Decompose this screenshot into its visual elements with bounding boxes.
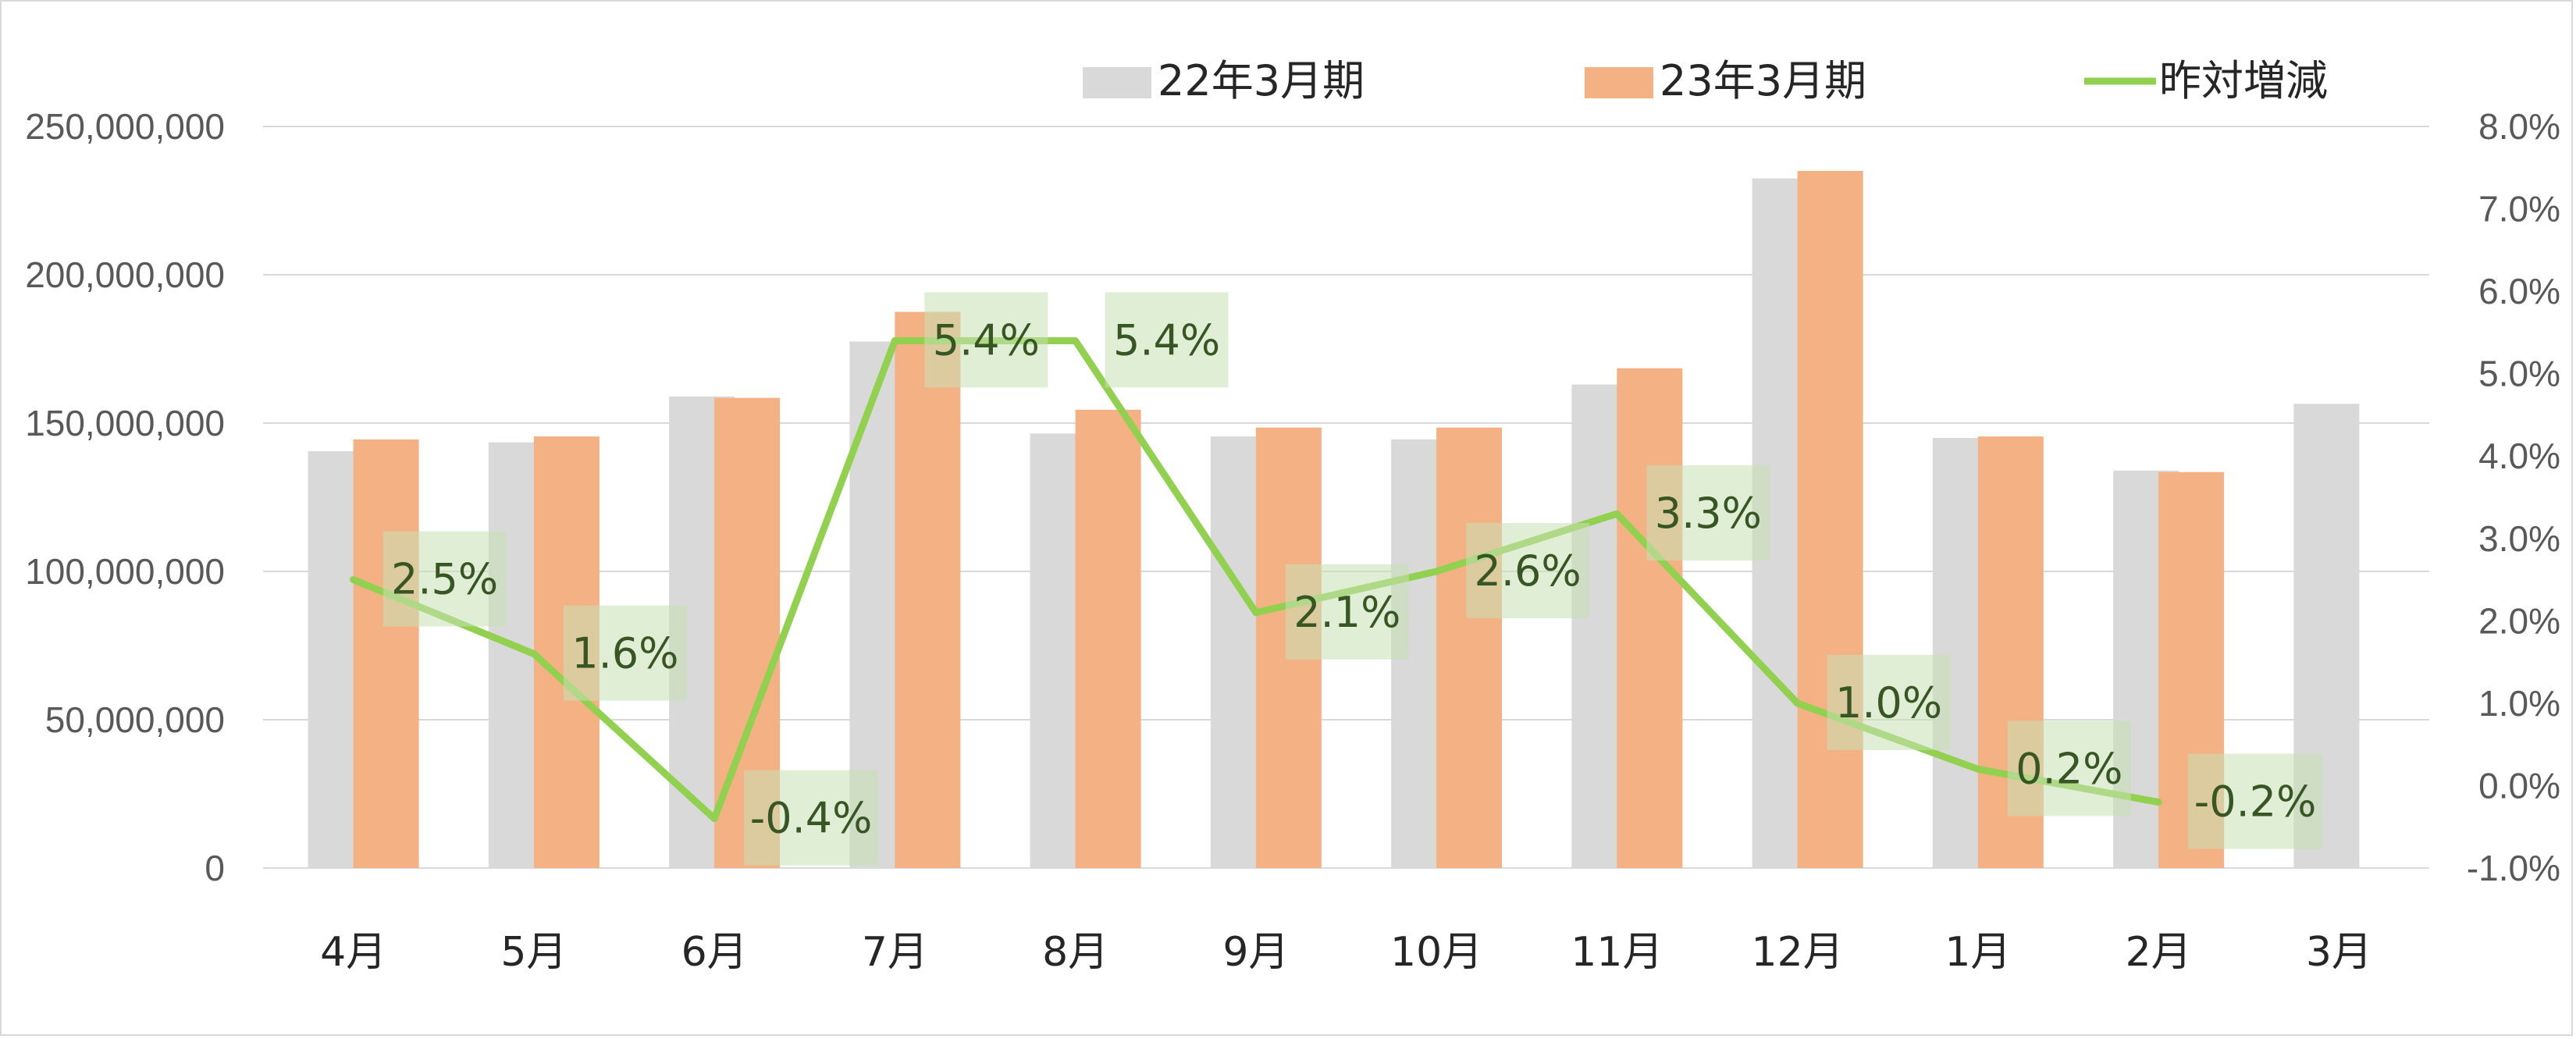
data-label-box [2188,753,2323,849]
data-label: 2.6% [1475,546,1582,596]
x-tick-label: 5月 [500,929,567,976]
data-label-box [1105,292,1229,388]
y-right-tick-label: 2.0% [2478,600,2560,641]
bar-curr-year [1436,427,1503,868]
legend-swatch [1083,67,1151,98]
data-label: 5.4% [1113,315,1220,365]
bar-curr-year [1075,409,1141,868]
data-label: 3.3% [1655,489,1762,538]
data-label-box [744,770,879,866]
x-tick-label: 10月 [1390,929,1482,976]
data-label: 2.1% [1293,588,1400,637]
data-label-box [2007,721,2131,817]
bar-curr-year [895,311,961,868]
data-label: -0.4% [750,794,873,843]
y-left-tick-label: 200,000,000 [25,254,225,295]
x-tick-label: 2月 [2126,929,2192,976]
legend-label: 23年3月期 [1660,56,1866,105]
y-right-tick-label: 1.0% [2478,683,2560,724]
data-label-box [924,292,1048,388]
data-label: 5.4% [933,315,1040,365]
data-label: 1.0% [1835,678,1942,728]
y-right-tick-label: -1.0% [2467,848,2560,888]
y-left-tick-label: 100,000,000 [25,551,225,592]
y-left-tick-label: 0 [205,848,225,888]
x-tick-label: 12月 [1752,929,1844,976]
data-label-box [1466,523,1590,618]
y-right-tick-label: 5.0% [2478,354,2560,394]
y-left-tick-label: 250,000,000 [25,106,225,147]
data-label: -0.2% [2194,777,2317,827]
x-tick-label: 8月 [1042,929,1108,976]
x-tick-label: 1月 [1944,929,2011,976]
y-right-tick-label: 6.0% [2478,271,2560,311]
y-left-tick-label: 50,000,000 [45,699,225,740]
data-label: 2.5% [391,555,498,604]
data-label: 0.2% [2016,744,2122,793]
bar-curr-year [353,439,419,868]
data-label-box [1646,465,1770,561]
x-tick-label: 4月 [320,929,386,976]
data-label: 1.6% [571,629,678,678]
bar-curr-year [1797,171,1863,868]
data-label-box [1827,654,1951,750]
x-tick-label: 11月 [1571,929,1663,976]
x-tick-label: 3月 [2306,929,2372,976]
legend: 22年3月期 23年3月期 昨対増減 [1083,56,2328,105]
x-tick-label: 6月 [681,929,748,976]
y-right-tick-label: 3.0% [2478,518,2560,559]
data-label-box [1285,564,1409,660]
data-label-box [563,605,687,701]
y-right-tick-label: 4.0% [2478,436,2560,476]
data-label-box [382,531,507,627]
y-right-tick-label: 0.0% [2478,765,2560,806]
legend-label: 22年3月期 [1158,56,1364,105]
legend-label: 昨対増減 [2159,56,2328,105]
y-right-tick-label: 7.0% [2478,189,2560,230]
y-right-tick-label: 8.0% [2478,106,2560,147]
y-left-tick-label: 150,000,000 [25,403,225,443]
x-tick-label: 9月 [1222,929,1289,976]
data-labels-layer: 2.5% 1.6% -0.4% 5.4% 5.4% 2.1% 2.6% 3.3% 1.0% 0.2… [382,292,2323,866]
x-tick-label: 7月 [862,929,928,976]
bar-curr-year [1617,368,1683,868]
axes-layer: 0 50,000,000 100,000,000 150,000,000 200,000… [25,106,2560,976]
legend-swatch [1585,67,1653,98]
